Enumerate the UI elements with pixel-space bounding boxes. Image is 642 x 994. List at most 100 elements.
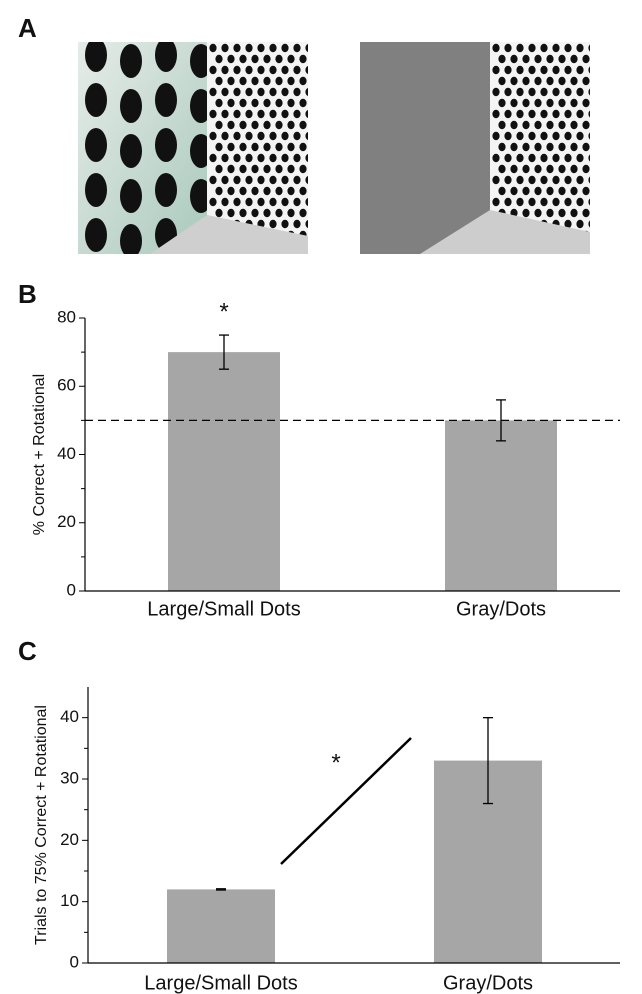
dot — [155, 173, 177, 207]
dot — [215, 186, 223, 196]
dot — [311, 55, 318, 63]
y-tick-label: 20 — [60, 830, 79, 849]
dot — [221, 131, 229, 141]
dot — [257, 175, 265, 185]
dot — [564, 43, 572, 53]
dot — [540, 175, 548, 185]
dot — [209, 43, 217, 53]
dot — [221, 153, 229, 163]
dot — [263, 208, 271, 218]
dot — [311, 165, 318, 173]
dot — [233, 131, 241, 141]
dot — [227, 208, 235, 218]
dot — [552, 65, 560, 75]
dot — [546, 253, 553, 261]
dot — [594, 121, 601, 129]
dot — [552, 153, 560, 163]
dot — [281, 87, 289, 97]
wall — [490, 42, 590, 232]
dot — [251, 253, 258, 261]
dot — [498, 54, 506, 64]
dot — [281, 197, 289, 207]
dot — [570, 54, 578, 64]
dot — [215, 142, 223, 152]
dot — [498, 164, 506, 174]
dot — [85, 83, 107, 117]
dot — [552, 197, 560, 207]
dot — [190, 179, 207, 213]
dot — [558, 76, 566, 86]
dot — [552, 131, 560, 141]
dot — [221, 175, 229, 185]
dot — [546, 54, 554, 64]
dot — [305, 175, 308, 185]
bar — [445, 420, 557, 591]
dot — [528, 109, 536, 119]
dot — [558, 54, 566, 64]
dot — [299, 253, 306, 261]
dot — [269, 153, 277, 163]
dot — [492, 109, 500, 119]
dot — [227, 76, 235, 86]
dot — [209, 153, 217, 163]
dot — [293, 65, 301, 75]
dot — [293, 109, 301, 119]
dot — [570, 76, 578, 86]
dot — [287, 98, 295, 108]
dot — [293, 43, 301, 53]
dot — [534, 208, 542, 218]
dot — [534, 186, 542, 196]
dot — [190, 44, 207, 78]
dot — [498, 186, 506, 196]
dot — [120, 134, 142, 168]
dot — [540, 87, 548, 97]
dot — [570, 98, 578, 108]
dot — [299, 164, 307, 174]
dot — [287, 186, 295, 196]
dot — [311, 231, 318, 239]
dot — [588, 131, 590, 141]
y-tick-label: 80 — [57, 307, 76, 326]
dot — [239, 54, 247, 64]
dot — [305, 131, 308, 141]
dot — [155, 83, 177, 117]
dot — [269, 175, 277, 185]
dot — [522, 76, 530, 86]
dot — [209, 197, 217, 207]
dot — [281, 65, 289, 75]
dot — [299, 186, 307, 196]
dot — [215, 54, 223, 64]
dot — [257, 87, 265, 97]
panel-label: B — [18, 279, 37, 309]
dot — [120, 224, 142, 254]
dot — [510, 164, 518, 174]
dot — [546, 208, 554, 218]
dot — [221, 87, 229, 97]
dot — [498, 253, 505, 261]
dot — [522, 54, 530, 64]
dot — [305, 87, 308, 97]
dot — [528, 87, 536, 97]
dot — [275, 208, 283, 218]
dot — [227, 120, 235, 130]
dot — [558, 208, 566, 218]
dot — [570, 208, 578, 218]
dot — [564, 87, 572, 97]
dot — [239, 253, 246, 261]
dot — [582, 208, 590, 218]
y-tick-label: 10 — [60, 891, 79, 910]
dot — [225, 263, 247, 297]
dot — [263, 253, 270, 261]
y-tick-label: 30 — [60, 768, 79, 787]
dot — [227, 164, 235, 174]
dot — [209, 87, 217, 97]
dot — [498, 120, 506, 130]
dot — [305, 43, 308, 53]
dot — [540, 43, 548, 53]
arena-image — [360, 42, 601, 261]
dot — [558, 142, 566, 152]
dot — [582, 54, 590, 64]
dot — [528, 43, 536, 53]
dot — [516, 109, 524, 119]
